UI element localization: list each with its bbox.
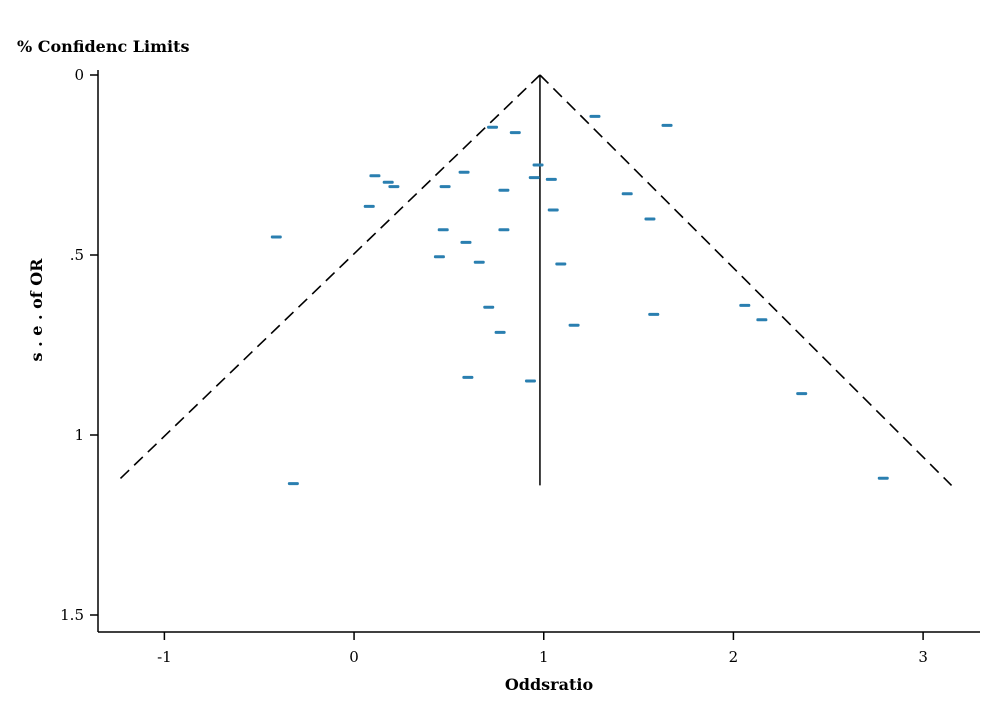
x-tick-label: 3 [918,648,928,666]
y-tick-label: 0 [74,66,84,84]
study-point [648,312,660,316]
confidence-limit-left [116,74,541,483]
study-point [483,305,495,309]
study-point [568,323,580,327]
study-points [270,114,889,486]
study-point [433,255,445,259]
study-point [524,379,536,383]
x-axis-ticks: -1 0 1 2 3 [157,632,928,666]
study-point [382,180,394,184]
study-point [363,204,375,208]
study-point [739,303,751,307]
y-tick-label: 1 [74,426,84,444]
study-point [458,170,470,174]
study-point [545,177,557,181]
y-tick-label: 1.5 [60,606,84,624]
plot-axes [97,70,980,633]
confidence-limits [116,74,953,486]
study-point [621,192,633,196]
x-tick-label: -1 [157,648,172,666]
x-tick-label: 1 [539,648,549,666]
y-axis-title: s . e . of OR [27,258,46,362]
study-point [437,228,449,232]
x-axis-title: Oddsratio [505,675,594,694]
study-point [287,482,299,486]
study-point [796,392,808,396]
study-point [460,240,472,244]
study-point [439,185,451,189]
study-point [589,114,601,118]
y-tick-label: .5 [70,246,84,264]
study-point [528,176,540,180]
study-point [369,174,381,178]
study-point [555,262,567,266]
study-point [756,318,768,322]
study-point [509,131,521,135]
y-axis-ticks: 0 .5 1 1.5 [60,66,98,624]
study-point [462,375,474,379]
x-tick-label: 0 [349,648,359,666]
study-point [532,163,544,167]
study-point [547,208,559,212]
study-point [644,217,656,221]
study-point [877,476,889,480]
study-point [487,125,499,129]
study-point [473,260,485,264]
study-point [388,185,400,189]
study-point [270,235,282,239]
confidence-limit-right [539,74,953,486]
study-point [494,330,506,334]
study-point [498,188,510,192]
study-point [661,123,673,127]
study-point [498,228,510,232]
legend-label: % Confidenc Limits [17,37,190,56]
x-tick-label: 2 [729,648,739,666]
